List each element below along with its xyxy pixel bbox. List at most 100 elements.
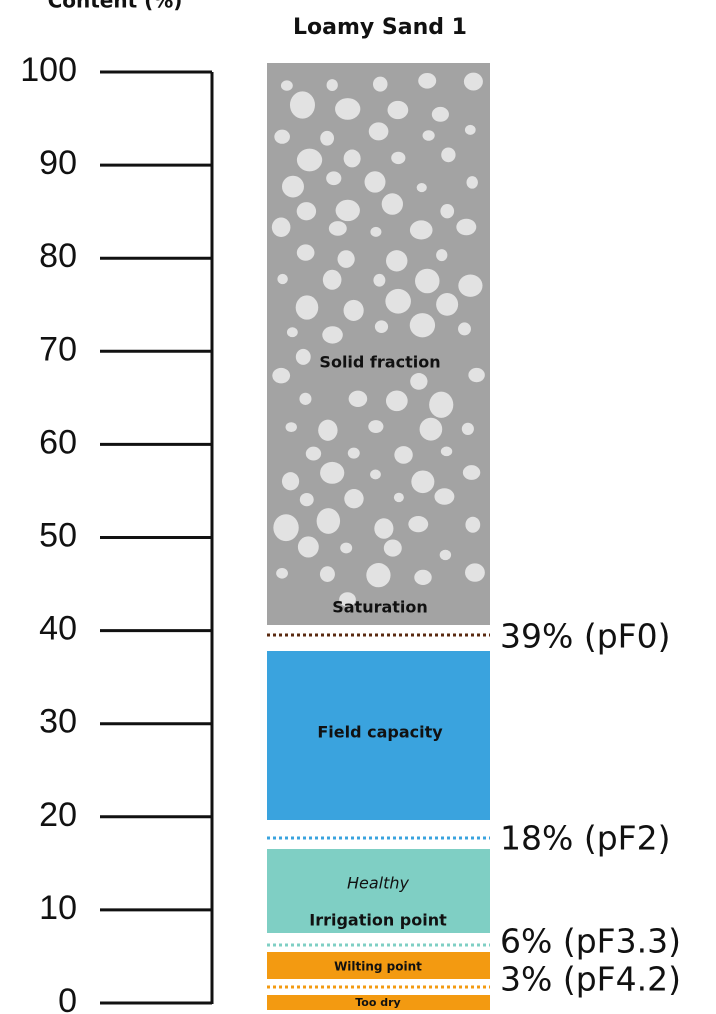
pebble	[415, 268, 440, 294]
tick-label: 50	[39, 516, 77, 554]
pebble	[319, 566, 335, 582]
pebble	[274, 129, 290, 144]
pebble	[440, 446, 453, 457]
pebble	[383, 539, 402, 557]
pebble	[419, 417, 443, 441]
wilting-label: Wilting point	[334, 960, 422, 974]
level-label: 6% (pF3.3)	[500, 922, 681, 961]
level-label: 39% (pF0)	[500, 617, 671, 656]
pebble	[339, 592, 356, 607]
tick-label: 60	[39, 423, 77, 461]
pebble	[385, 390, 408, 412]
pebble	[364, 171, 386, 193]
pebble	[440, 204, 455, 219]
pebble	[285, 422, 297, 433]
pebble	[272, 367, 291, 384]
pebble	[408, 515, 429, 533]
pebble	[441, 147, 456, 163]
pebble	[326, 79, 338, 92]
pebble	[316, 508, 341, 534]
pebble	[429, 391, 454, 418]
wilting-zone	[267, 952, 490, 979]
pebble	[337, 250, 355, 268]
pebble	[465, 563, 485, 582]
pebble	[273, 514, 299, 542]
tick-label: 10	[39, 889, 77, 927]
pebble	[296, 244, 315, 261]
pebble	[391, 151, 406, 165]
tick-label: 20	[39, 796, 77, 834]
pebble	[318, 419, 338, 441]
pebble	[393, 492, 404, 503]
pebble	[296, 202, 317, 221]
pebble	[343, 299, 364, 321]
pebble	[299, 392, 312, 405]
tick-label: 30	[39, 703, 77, 741]
pebble	[416, 182, 427, 193]
pebble	[436, 249, 448, 262]
too-dry-zone	[267, 995, 490, 1010]
pebble	[411, 470, 435, 494]
pebble	[409, 313, 436, 338]
pebble	[340, 542, 353, 554]
pebble	[286, 327, 298, 338]
too-dry-label: Too dry	[355, 996, 400, 1009]
pebble	[456, 218, 477, 236]
pebble	[281, 472, 300, 491]
pebble	[305, 446, 322, 461]
pebble	[347, 447, 360, 459]
axis-title: Content (%)	[48, 0, 183, 13]
field-capacity-zone	[267, 651, 490, 820]
pebble	[366, 563, 391, 588]
pebble	[326, 171, 342, 186]
pebble	[320, 130, 335, 146]
pebble	[463, 72, 483, 91]
pebble	[320, 461, 345, 484]
pebble	[410, 373, 428, 390]
pebble	[280, 80, 293, 91]
pebble	[418, 72, 437, 89]
level-label: 18% (pF2)	[500, 819, 671, 858]
pebble	[394, 446, 413, 464]
pebble	[277, 273, 288, 285]
pebble	[372, 76, 388, 92]
tick-label: 100	[20, 51, 77, 89]
pebble	[422, 130, 435, 141]
tick-label: 90	[39, 144, 77, 182]
pebble	[297, 536, 319, 558]
field-capacity-label: Field capacity	[317, 723, 443, 742]
irrigation-label: Irrigation point	[309, 911, 447, 930]
pebble	[414, 569, 432, 586]
healthy-label: Healthy	[347, 874, 410, 893]
pebble	[465, 516, 481, 533]
pebble	[344, 488, 364, 509]
pebble	[385, 250, 408, 272]
pebble	[464, 124, 476, 135]
solid-label: Solid fraction	[319, 353, 440, 372]
pebble	[289, 91, 315, 119]
pebble	[276, 567, 288, 579]
tick-label: 70	[39, 330, 77, 368]
pebble	[461, 422, 474, 435]
pebble	[271, 217, 291, 237]
pebble	[374, 518, 394, 539]
tick-label: 0	[58, 982, 77, 1014]
pebble	[458, 322, 471, 336]
pebble	[439, 549, 452, 561]
pebble	[299, 492, 314, 507]
pebble	[434, 488, 455, 505]
pebble	[381, 193, 403, 215]
pebble	[458, 274, 483, 297]
pebble	[436, 293, 459, 316]
pebble	[462, 465, 481, 480]
pebble	[335, 199, 360, 222]
pebble	[373, 273, 386, 287]
pebble	[328, 221, 347, 236]
pebble	[409, 220, 433, 240]
pebble	[295, 295, 319, 320]
pebble	[322, 269, 342, 290]
pebble	[385, 288, 411, 314]
pebble	[343, 149, 361, 168]
pebble	[322, 326, 343, 344]
